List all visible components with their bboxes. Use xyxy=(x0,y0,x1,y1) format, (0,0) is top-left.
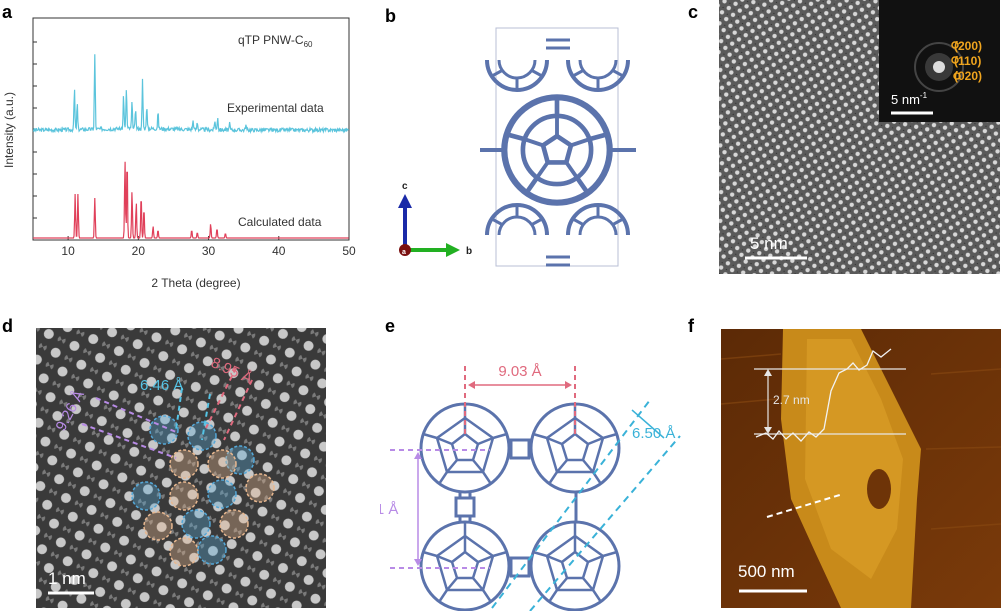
afm-image: 2.7 nm 500 nm xyxy=(721,329,1001,608)
center-c60 xyxy=(480,97,636,202)
c60-marker xyxy=(219,509,249,539)
series-line-calculated xyxy=(33,161,349,239)
height-profile xyxy=(755,348,892,442)
x-axis-label: 2 Theta (degree) xyxy=(151,276,240,290)
panel-label-a: a xyxy=(2,2,13,22)
c60-marker xyxy=(131,481,161,511)
plane-label-200: (200) xyxy=(954,39,982,53)
sample-title: qTP PNW-C60 xyxy=(238,33,313,49)
x-tick-label: 50 xyxy=(342,244,356,258)
c60-marker xyxy=(207,449,237,479)
panel-label-f: f xyxy=(688,316,694,336)
plane-label-020: (020) xyxy=(954,69,982,83)
axis-c-label: c xyxy=(402,181,408,192)
c60-marker xyxy=(143,511,173,541)
series-line-experimental xyxy=(32,54,350,135)
c60-marker xyxy=(181,509,211,539)
c60-molecule-br xyxy=(529,520,621,611)
fft-scale-label: 5 nm-1 xyxy=(891,91,928,107)
panel-label-c: c xyxy=(688,2,699,22)
c60-molecule-tl xyxy=(419,402,511,494)
plane-label-110: (110) xyxy=(954,54,981,68)
c60-molecule-tr xyxy=(529,402,621,494)
crystal-structure: c b a xyxy=(398,27,636,267)
c60-molecule-bl xyxy=(419,520,511,611)
c60-marker xyxy=(245,473,275,503)
distance-label-blue: 6.46 Å xyxy=(140,377,183,394)
experimental-series-label: Experimental data xyxy=(227,101,324,115)
panel-label-d: d xyxy=(2,316,13,336)
distance-label-top: 9.03 Å xyxy=(498,363,541,380)
scale-label-c: 5 nm xyxy=(750,234,788,253)
c60-marker xyxy=(169,537,199,567)
y-axis-label: Intensity (a.u.) xyxy=(2,92,16,168)
x-tick-label: 30 xyxy=(202,244,216,258)
distance-label-left: 9.31 Å xyxy=(380,501,398,518)
c60-marker xyxy=(187,421,217,451)
unit-cell-outline xyxy=(495,27,619,267)
c60-marker xyxy=(197,535,227,565)
c60-network-schematic: 9.03 Å 9.31 Å 6.50 Å xyxy=(380,363,681,611)
c60-marker xyxy=(225,445,255,475)
profile-line xyxy=(766,493,844,518)
scale-label-d: 1 nm xyxy=(48,569,86,588)
hrtem-image-c: 5 nm-1 (200) (110) (020) 5 nm xyxy=(719,0,1000,274)
height-label: 2.7 nm xyxy=(773,393,810,407)
panel-label-b: b xyxy=(385,6,396,26)
calculated-series-label: Calculated data xyxy=(238,215,322,229)
bottom-c60-pair xyxy=(485,203,630,267)
scale-label-f: 500 nm xyxy=(738,562,795,581)
xrd-chart: 10 20 30 40 50 qTP PNW-C60 Experimental data… xyxy=(2,17,356,290)
y-tick-marks xyxy=(33,41,37,241)
axis-b-label: b xyxy=(466,246,472,257)
axis-triad xyxy=(398,194,460,257)
c60-marker xyxy=(169,449,199,479)
top-c60-pair xyxy=(485,38,630,92)
x-tick-label: 40 xyxy=(272,244,286,258)
distance-label-right: 6.50 Å xyxy=(632,425,675,442)
c60-marker xyxy=(169,481,199,511)
axis-a-label: a xyxy=(402,249,406,256)
c60-marker xyxy=(207,479,237,509)
plot-frame xyxy=(32,17,350,241)
x-tick-label: 10 xyxy=(61,244,75,258)
series-group xyxy=(32,54,350,239)
x-tick-label: 20 xyxy=(132,244,146,258)
fft-inset: 5 nm-1 (200) (110) (020) xyxy=(879,0,1000,122)
c60-overlay xyxy=(131,415,275,567)
x-tick-marks: 10 20 30 40 50 xyxy=(61,236,356,258)
hrtem-image-d: 8.95 Å 6.46 Å 9.26 Å 1 nm xyxy=(36,328,326,608)
panel-label-e: e xyxy=(385,316,396,336)
